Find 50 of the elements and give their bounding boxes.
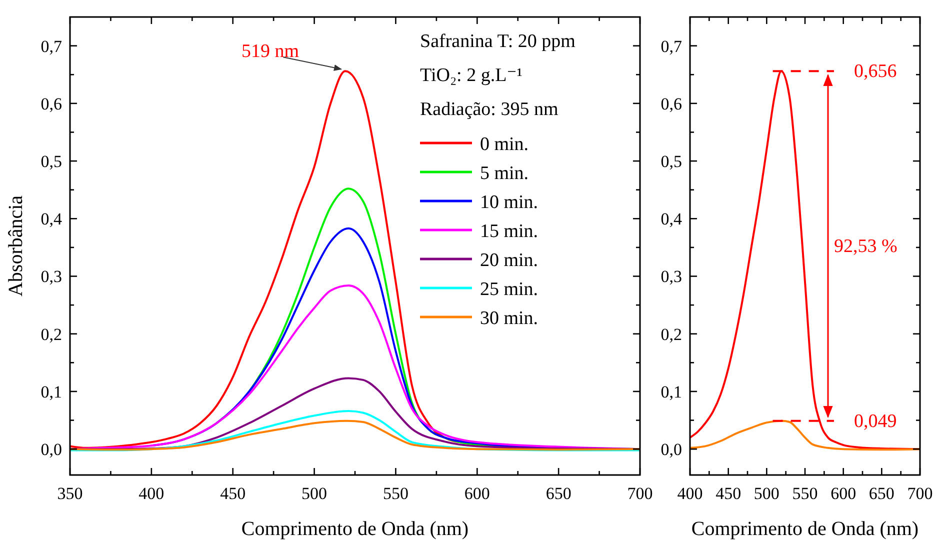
legend-label: 15 min.	[480, 221, 538, 242]
annotation: 519 nm	[241, 41, 300, 62]
annotation: Radiação: 395 nm	[420, 99, 558, 120]
legend-label: 25 min.	[480, 279, 538, 300]
x-axis-title: Comprimento de Onda (nm)	[691, 518, 919, 540]
x-tick-label: 450	[716, 484, 742, 503]
legend-label: 10 min.	[480, 192, 538, 213]
y-tick-label: 0,2	[660, 324, 682, 344]
annotation: TiO₂: 2 g.L⁻¹	[420, 65, 523, 86]
legend-label: 20 min.	[480, 250, 538, 271]
x-tick-label: 500	[302, 484, 328, 503]
y-tick-label: 0,1	[40, 382, 62, 402]
y-tick-label: 0,6	[40, 94, 62, 114]
y-tick-label: 0,4	[660, 210, 682, 229]
legend-label: 30 min.	[480, 308, 538, 329]
y-tick-label: 0,5	[660, 152, 682, 172]
y-tick-label: 0,1	[660, 382, 682, 402]
y-tick-label: 0,4	[40, 210, 62, 229]
line-series	[70, 410, 640, 452]
x-tick-label: 550	[792, 484, 818, 503]
y-tick-label: 0,3	[660, 267, 682, 286]
legend-label: 0 min.	[480, 134, 529, 155]
annotation: Safranina T: 20 ppm	[420, 31, 576, 52]
ref-line-label: 0,049	[854, 410, 897, 432]
x-tick-label: 500	[754, 484, 780, 503]
ref-line-label: 0,656	[854, 61, 897, 82]
x-axis-title: Comprimento de Onda (nm)	[241, 518, 469, 540]
x-tick-label: 700	[907, 484, 933, 503]
x-tick-label: 400	[138, 484, 164, 503]
y-tick-label: 0,6	[660, 94, 682, 114]
y-tick-label: 0,3	[40, 267, 62, 286]
x-tick-label: 650	[546, 484, 572, 503]
legend-label: 5 min.	[480, 163, 529, 184]
x-tick-label: 550	[382, 484, 408, 503]
y-tick-label: 0,0	[40, 440, 62, 460]
x-tick-label: 700	[627, 484, 653, 503]
y-tick-label: 0,0	[660, 440, 682, 460]
y-tick-label: 0,2	[40, 324, 62, 344]
line-series	[70, 420, 640, 451]
x-tick-label: 400	[677, 484, 703, 503]
x-tick-label: 350	[57, 484, 83, 503]
x-tick-label: 600	[464, 484, 490, 503]
y-tick-label: 0,7	[40, 36, 62, 56]
y-tick-label: 0,5	[40, 152, 62, 172]
y-tick-label: 0,7	[660, 36, 682, 56]
x-tick-label: 600	[830, 484, 856, 503]
x-tick-label: 650	[868, 484, 894, 503]
y-axis-title: Absorbância	[5, 195, 27, 297]
x-tick-label: 450	[220, 484, 246, 503]
annotation: 92,53 %	[834, 236, 898, 257]
